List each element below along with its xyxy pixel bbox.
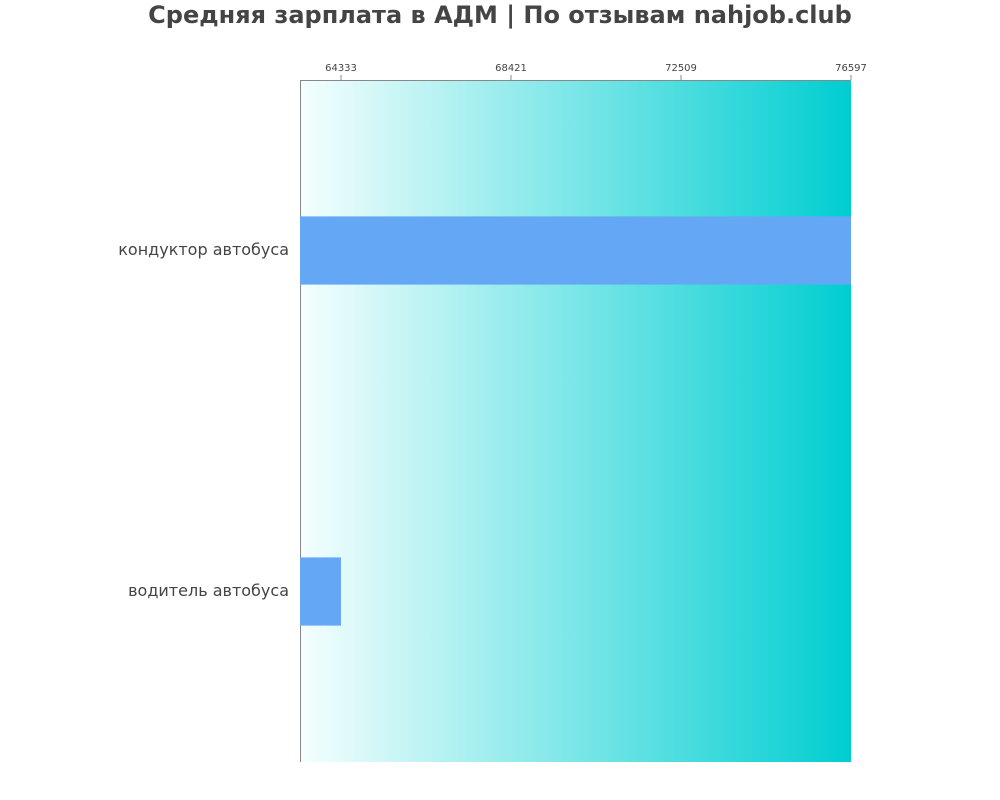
chart-title: Средняя зарплата в АДМ | По отзывам nahj… — [148, 1, 852, 29]
bar — [300, 216, 851, 285]
x-tick-label: 72509 — [665, 63, 697, 74]
x-tick-label: 64333 — [325, 63, 357, 74]
y-tick-label: кондуктор автобуса — [118, 240, 289, 259]
bar — [300, 557, 342, 626]
x-tick-label: 68421 — [495, 63, 527, 74]
y-tick-label: водитель автобуса — [128, 581, 289, 600]
plot-background — [300, 80, 851, 762]
x-tick-label: 76597 — [835, 63, 867, 74]
